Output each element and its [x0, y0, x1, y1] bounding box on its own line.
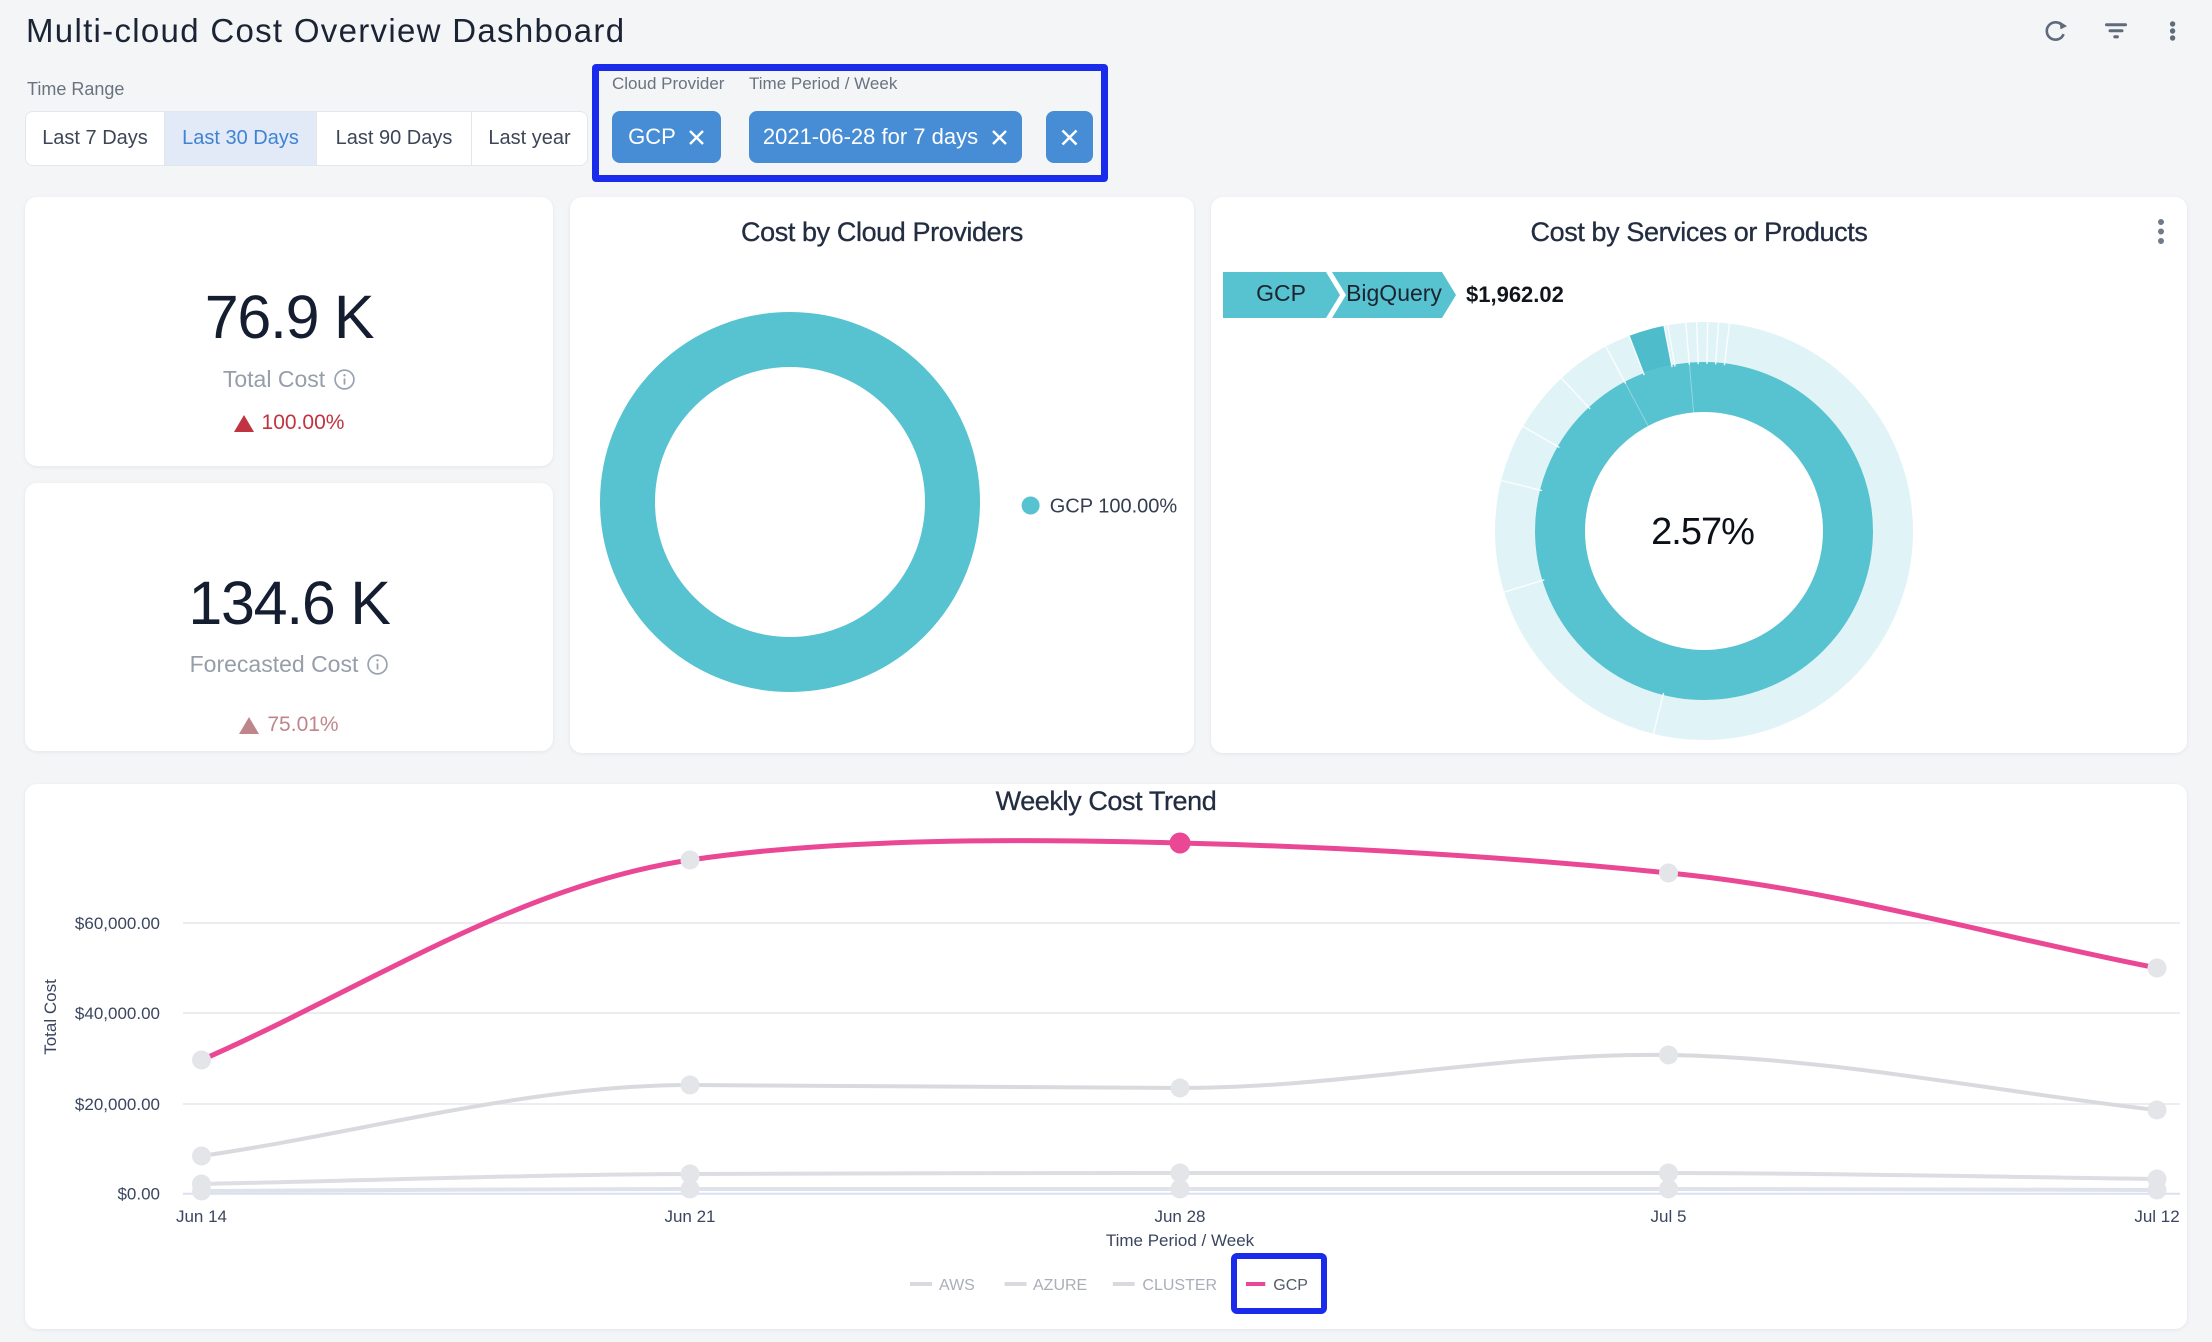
svg-text:GCP: GCP: [1256, 280, 1306, 306]
svg-text:Jun 28: Jun 28: [1154, 1207, 1205, 1226]
svg-text:$0.00: $0.00: [117, 1185, 160, 1204]
svg-text:AWS: AWS: [939, 1277, 975, 1294]
svg-text:Jun 21: Jun 21: [664, 1207, 715, 1226]
svg-text:$20,000.00: $20,000.00: [75, 1095, 160, 1114]
svg-text:Jul 12: Jul 12: [2134, 1207, 2179, 1226]
svg-text:Jul 5: Jul 5: [1651, 1207, 1687, 1226]
svg-text:Jun 14: Jun 14: [176, 1207, 227, 1226]
svg-text:$60,000.00: $60,000.00: [75, 914, 160, 933]
svg-text:Total Cost: Total Cost: [41, 979, 60, 1055]
svg-text:Time Period / Week: Time Period / Week: [1106, 1231, 1255, 1250]
svg-text:AZURE: AZURE: [1033, 1277, 1087, 1294]
svg-text:CLUSTER: CLUSTER: [1142, 1277, 1217, 1294]
svg-text:2.57%: 2.57%: [1651, 511, 1754, 553]
svg-text:$1,962.02: $1,962.02: [1466, 282, 1564, 307]
svg-text:GCP 100.00%: GCP 100.00%: [1050, 496, 1178, 518]
svg-text:BigQuery: BigQuery: [1346, 280, 1442, 306]
svg-text:GCP: GCP: [1273, 1277, 1308, 1294]
svg-text:$40,000.00: $40,000.00: [75, 1004, 160, 1023]
